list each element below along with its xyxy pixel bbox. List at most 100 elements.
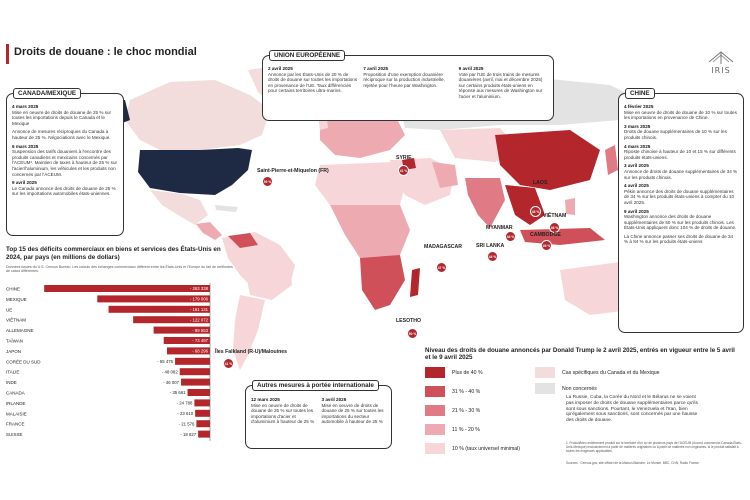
bar-value-label: - 21 576: [179, 421, 195, 426]
deficit-bar: [166, 347, 210, 355]
legend-label: Plus de 40 %: [452, 369, 483, 376]
label-myanmar: MYANMAR: [486, 225, 513, 231]
legend-item: 10 % (taux universel minimal): [425, 443, 520, 454]
entry-text: Mise en oeuvre de droits de douane de 25…: [321, 402, 384, 425]
entry-text: Le Canada annonce des droits de douane d…: [12, 185, 116, 197]
label-laos: LAOS: [533, 180, 548, 186]
legend-item: 21 % - 30 %: [425, 405, 480, 416]
legend-swatch: [535, 383, 555, 394]
legend-swatch: [425, 405, 445, 416]
central-africa-shape: [330, 205, 410, 265]
north-africa-shape: [315, 162, 405, 210]
deficit-bar: [153, 326, 210, 334]
deficit-bar: [108, 305, 210, 313]
label-falkland: Îles Falkland (R-U)/Malouines: [215, 349, 288, 355]
bar-value-label: - 24 788: [177, 401, 193, 406]
china-box-title: CHINE: [625, 88, 655, 99]
bar-value-label: - 48 082: [162, 369, 178, 374]
pin-syrie: 41 %: [398, 165, 409, 176]
bar-category-label: CORÉE DU SUD: [6, 358, 41, 364]
bar-value-label: - 18 827: [180, 432, 196, 437]
china-entries: 4 février 2025 Mise en oeuvre de droits …: [624, 104, 738, 245]
legend-item: Non concernés: [535, 383, 597, 394]
bar-category-label: SUISSE: [6, 432, 23, 437]
legend-label: Cas spécifiques du Canada et du Mexique: [562, 369, 660, 376]
intl-box: Autres mesures à portée internationale 1…: [245, 380, 392, 449]
deficit-bar: [196, 420, 210, 428]
legend-label: 10 % (taux universel minimal): [452, 445, 521, 452]
bar-value-label: - 73 497: [192, 338, 208, 343]
mexico-shape: [150, 190, 208, 225]
pin-falkland: 41 %: [223, 358, 234, 369]
canada-mexico-entries: 4 mars 2025 Mise en oeuvre de droits de …: [12, 104, 118, 197]
legend-swatch: [425, 367, 445, 378]
entry-date: 12 mars 2025: [251, 397, 280, 402]
bar-category-label: CHINE: [6, 287, 20, 292]
timeline-entry: 6 mars 2025 Suspension des tarifs douani…: [12, 144, 118, 178]
deficit-bar: [97, 295, 210, 303]
timeline-entry: 2 avril 2025 Annonce par les États-Unis …: [268, 66, 357, 100]
bar-category-label: JAPON: [6, 349, 21, 354]
bar-category-label: UE: [6, 307, 12, 312]
timeline-entry: 4 février 2025 Mise en oeuvre de droits …: [624, 104, 738, 121]
bar-value-label: - 263 338: [190, 286, 209, 291]
label-madagascar: MADAGASCAR: [424, 244, 463, 250]
label-lesotho: LESOTHO: [396, 318, 422, 324]
logo: IRIS: [701, 50, 741, 75]
bar-category-label: ITALIE: [6, 370, 19, 375]
entry-text: Pékin annonce des droits de douane suppl…: [624, 188, 735, 205]
bar-category-label: ALLEMAGNE: [6, 328, 34, 333]
bar-category-label: CANADA: [6, 391, 25, 396]
title-accent: [6, 44, 9, 64]
timeline-entry: La Chine annonce passer ses droits de do…: [624, 234, 738, 245]
entry-date: 4 mars 2025: [624, 143, 651, 149]
legend-label: 21 % - 30 %: [452, 407, 481, 414]
madagascar-shape: [410, 268, 420, 297]
entry-date: 3 avril 2025: [624, 163, 649, 169]
bar-category-label: IRLANDE: [6, 401, 26, 406]
entry-date: 9 avril 2025: [12, 180, 37, 186]
legend-item: Plus de 40 %: [425, 367, 483, 378]
pin-myanmar: 44 %: [505, 231, 516, 242]
chart-note: Données issues du U.S. Census Bureau. Le…: [6, 265, 233, 274]
eu-box: UNION EUROPÉENNE 2 avril 2025 Annonce pa…: [262, 50, 554, 121]
legend-label: 11 % - 20 %: [452, 426, 480, 433]
deficit-bar: [175, 357, 210, 365]
legend-note: La Russie, Cuba, la Corée du Nord et le …: [566, 395, 698, 424]
philippines-shape: [565, 198, 575, 215]
bar-value-label: - 122 072: [190, 317, 209, 322]
deficit-bar: [187, 389, 210, 396]
chart-title: Top 15 des déficits commerciaux en biens…: [6, 246, 221, 261]
bar-category-label: INDE: [6, 380, 17, 385]
deficit-bar: [179, 368, 210, 376]
usa-shape: [138, 148, 252, 195]
japan-shape: [605, 145, 618, 175]
deficit-bar: [133, 316, 210, 324]
legend-item: Cas spécifiques du Canada et du Mexique: [535, 367, 659, 378]
pin-sri-lanka: 44 %: [487, 251, 498, 262]
entry-text: Riposte chinoise à hauteur de 10 et 15 %…: [624, 149, 736, 160]
deficit-bar: [181, 378, 210, 386]
deficit-bar: [195, 409, 210, 417]
bar-category-label: FRANCE: [6, 422, 25, 427]
legend-label: 31 % - 40 %: [452, 388, 481, 395]
iris-logo-icon: [708, 51, 734, 64]
page-title: Droits de douane : le choc mondial: [14, 46, 197, 58]
legend-item: 31 % - 40 %: [425, 386, 480, 397]
label-syrie: SYRIE: [396, 155, 412, 161]
bar-value-label: - 35 661: [170, 390, 186, 395]
central-america-shape: [196, 222, 222, 240]
entry-text: Vote par l'UE de trois trains de mesures…: [458, 71, 543, 99]
bar-value-label: - 55 475: [157, 359, 173, 364]
bar-value-label: - 89 553: [192, 328, 208, 333]
timeline-entry: 4 mars 2025 Riposte chinoise à hauteur d…: [624, 144, 738, 161]
deficit-bar: [194, 399, 210, 407]
entry-text: Annonce de mesures réciproques du Canada…: [12, 129, 111, 140]
bar-value-label: - 68 296: [192, 349, 208, 354]
cuba-shape: [215, 205, 238, 212]
legend-title: Niveau des droits de douane annoncés par…: [425, 347, 735, 362]
pin-vietnam: 46 %: [549, 222, 560, 233]
deficit-bar: [163, 337, 210, 344]
timeline-entry: 9 avril 2025 Vote par l'UE de trois trai…: [459, 66, 548, 100]
